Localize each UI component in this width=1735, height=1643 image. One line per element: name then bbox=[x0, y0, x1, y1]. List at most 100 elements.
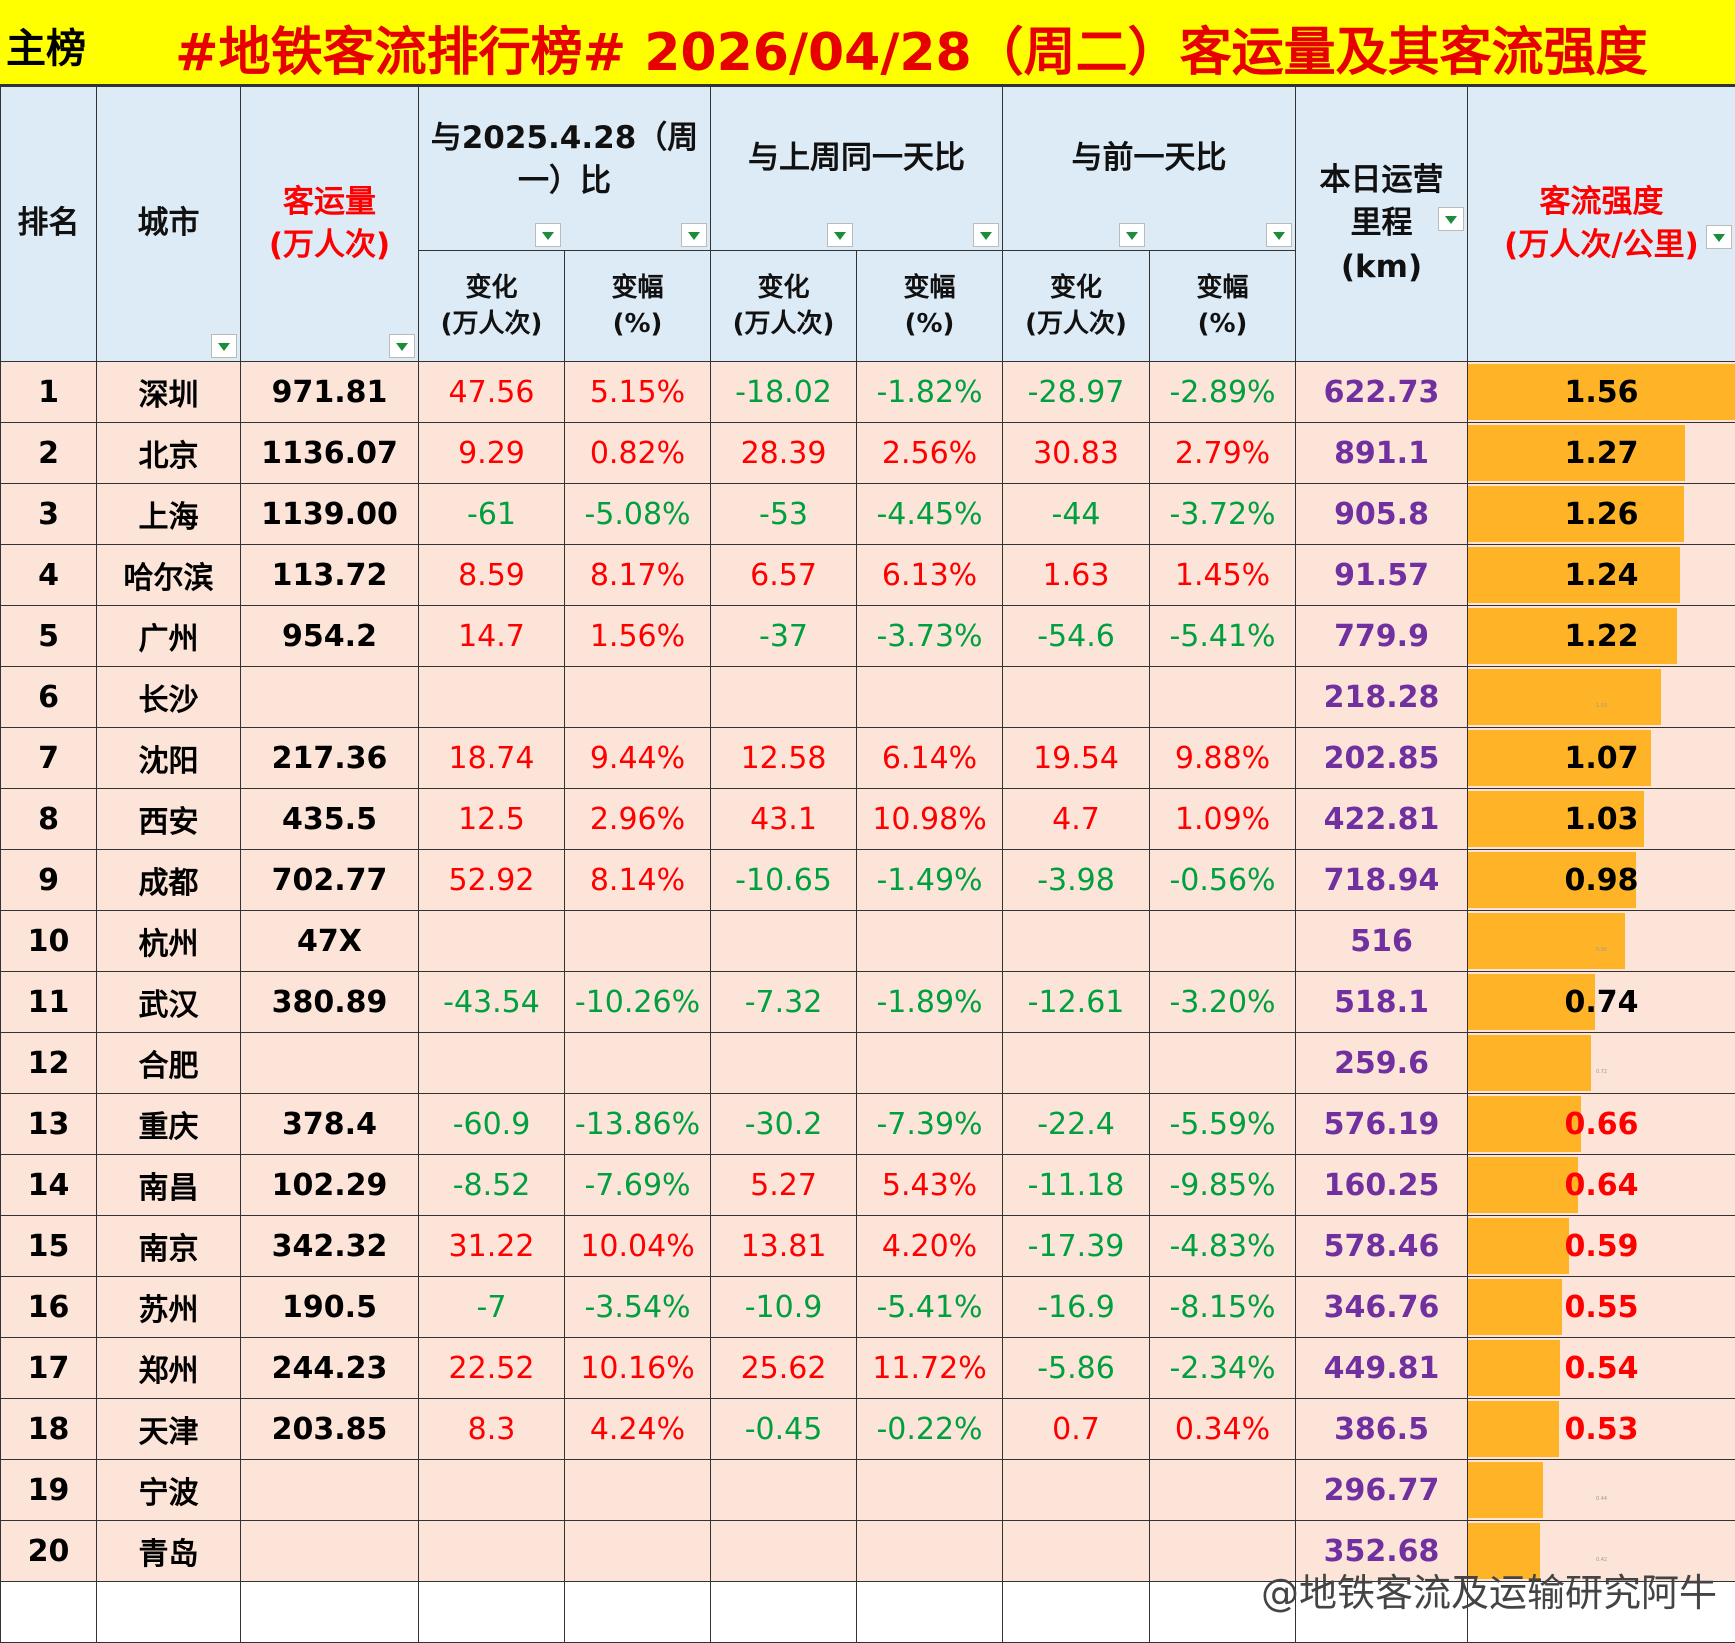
ranking-table: 排名 城市 客运量(万人次) 与2025.4.28（周一）比 与上周同一天比 与… bbox=[0, 86, 1735, 1643]
intensity-value: 0.66 bbox=[1565, 1107, 1639, 1142]
change-cell: 25.62 bbox=[711, 1338, 857, 1399]
city-cell: 深圳 bbox=[97, 362, 241, 423]
watermark: @地铁客流及运输研究阿牛 bbox=[1261, 1562, 1717, 1617]
filter[interactable] bbox=[211, 334, 237, 358]
intensity-cell: 0.55 bbox=[1468, 1277, 1735, 1338]
empty-cell bbox=[97, 1582, 241, 1643]
header-group: 与上周同一天比 bbox=[711, 87, 1003, 251]
title-bar: 主榜 #地铁客流排行榜# 2026/04/28（周二）客运量及其客流强度 bbox=[0, 0, 1735, 86]
rank-cell: 16 bbox=[1, 1277, 97, 1338]
pct-cell: -0.56% bbox=[1150, 850, 1296, 911]
change-cell: -12.61 bbox=[1003, 972, 1150, 1033]
header-mileage: 本日运营里程(km) bbox=[1296, 87, 1468, 362]
change-cell: -54.6 bbox=[1003, 606, 1150, 667]
header-pct: 变幅(%) bbox=[857, 251, 1003, 362]
filter[interactable] bbox=[1119, 223, 1145, 247]
pct-cell: -3.20% bbox=[1150, 972, 1296, 1033]
change-cell: 6.57 bbox=[711, 545, 857, 606]
volume-cell: 1136.07 bbox=[241, 423, 419, 484]
pct-cell: -7.39% bbox=[857, 1094, 1003, 1155]
rank-cell: 9 bbox=[1, 850, 97, 911]
pct-cell bbox=[565, 1521, 711, 1582]
filter[interactable] bbox=[1438, 207, 1464, 231]
mileage-cell: 296.77 bbox=[1296, 1460, 1468, 1521]
label: 城市 bbox=[138, 205, 200, 241]
label: (万人次/公里) bbox=[1468, 224, 1735, 267]
change-cell: 8.59 bbox=[419, 545, 565, 606]
label: (%) bbox=[1150, 306, 1295, 342]
pct-cell: 10.16% bbox=[565, 1338, 711, 1399]
label: (万人次) bbox=[419, 306, 564, 342]
pct-cell: 6.13% bbox=[857, 545, 1003, 606]
rank-cell: 1 bbox=[1, 362, 97, 423]
header-change: 变化(万人次) bbox=[711, 251, 857, 362]
change-cell bbox=[1003, 911, 1150, 972]
volume-cell: 102.29 bbox=[241, 1155, 419, 1216]
change-cell: 14.7 bbox=[419, 606, 565, 667]
change-cell: -30.2 bbox=[711, 1094, 857, 1155]
change-cell bbox=[419, 1460, 565, 1521]
empty-cell bbox=[711, 1582, 857, 1643]
empty-cell bbox=[1003, 1582, 1150, 1643]
change-cell: -53 bbox=[711, 484, 857, 545]
intensity-cell: 1.22 bbox=[1468, 606, 1735, 667]
volume-cell: 954.2 bbox=[241, 606, 419, 667]
filter[interactable] bbox=[1706, 225, 1732, 249]
intensity-value: 1.07 bbox=[1565, 741, 1639, 776]
intensity-value: 1.03 bbox=[1565, 802, 1639, 837]
city-cell: 南京 bbox=[97, 1216, 241, 1277]
filter[interactable] bbox=[535, 223, 561, 247]
rank-cell: 6 bbox=[1, 667, 97, 728]
volume-cell: 244.23 bbox=[241, 1338, 419, 1399]
filter[interactable] bbox=[827, 223, 853, 247]
intensity-value: 0.74 bbox=[1565, 985, 1639, 1020]
header-intensity: 客流强度(万人次/公里) bbox=[1468, 87, 1735, 362]
change-cell: -61 bbox=[419, 484, 565, 545]
label: 变幅 bbox=[857, 270, 1002, 306]
pct-cell bbox=[565, 1033, 711, 1094]
city-cell: 长沙 bbox=[97, 667, 241, 728]
change-cell: 0.7 bbox=[1003, 1399, 1150, 1460]
pct-cell bbox=[1150, 1460, 1296, 1521]
filter[interactable] bbox=[1266, 223, 1292, 247]
rank-cell: 3 bbox=[1, 484, 97, 545]
change-cell bbox=[419, 667, 565, 728]
pct-cell bbox=[857, 911, 1003, 972]
change-cell bbox=[1003, 1521, 1150, 1582]
city-cell: 青岛 bbox=[97, 1521, 241, 1582]
pct-cell: -1.82% bbox=[857, 362, 1003, 423]
filter[interactable] bbox=[973, 223, 999, 247]
intensity-cell: 0.72 bbox=[1468, 1033, 1735, 1094]
intensity-value: 0.72 bbox=[1596, 1069, 1607, 1075]
intensity-cell: 0.66 bbox=[1468, 1094, 1735, 1155]
label: (%) bbox=[565, 306, 710, 342]
intensity-cell: 1.07 bbox=[1468, 728, 1735, 789]
label: (km) bbox=[1296, 246, 1467, 289]
rank-cell: 2 bbox=[1, 423, 97, 484]
pct-cell bbox=[857, 1460, 1003, 1521]
intensity-bar bbox=[1468, 1157, 1578, 1213]
intensity-cell: 0.59 bbox=[1468, 1216, 1735, 1277]
volume-cell: 113.72 bbox=[241, 545, 419, 606]
pct-cell: -10.26% bbox=[565, 972, 711, 1033]
header-volume: 客运量(万人次) bbox=[241, 87, 419, 362]
city-cell: 天津 bbox=[97, 1399, 241, 1460]
intensity-value: 1.13 bbox=[1596, 703, 1607, 709]
mileage-cell: 905.8 bbox=[1296, 484, 1468, 545]
header-group: 与前一天比 bbox=[1003, 87, 1296, 251]
label: 客流强度 bbox=[1468, 181, 1735, 224]
intensity-bar bbox=[1468, 1279, 1562, 1335]
pct-cell bbox=[857, 1033, 1003, 1094]
filter[interactable] bbox=[681, 223, 707, 247]
header-group: 与2025.4.28（周一）比 bbox=[419, 87, 711, 251]
filter[interactable] bbox=[389, 334, 415, 358]
